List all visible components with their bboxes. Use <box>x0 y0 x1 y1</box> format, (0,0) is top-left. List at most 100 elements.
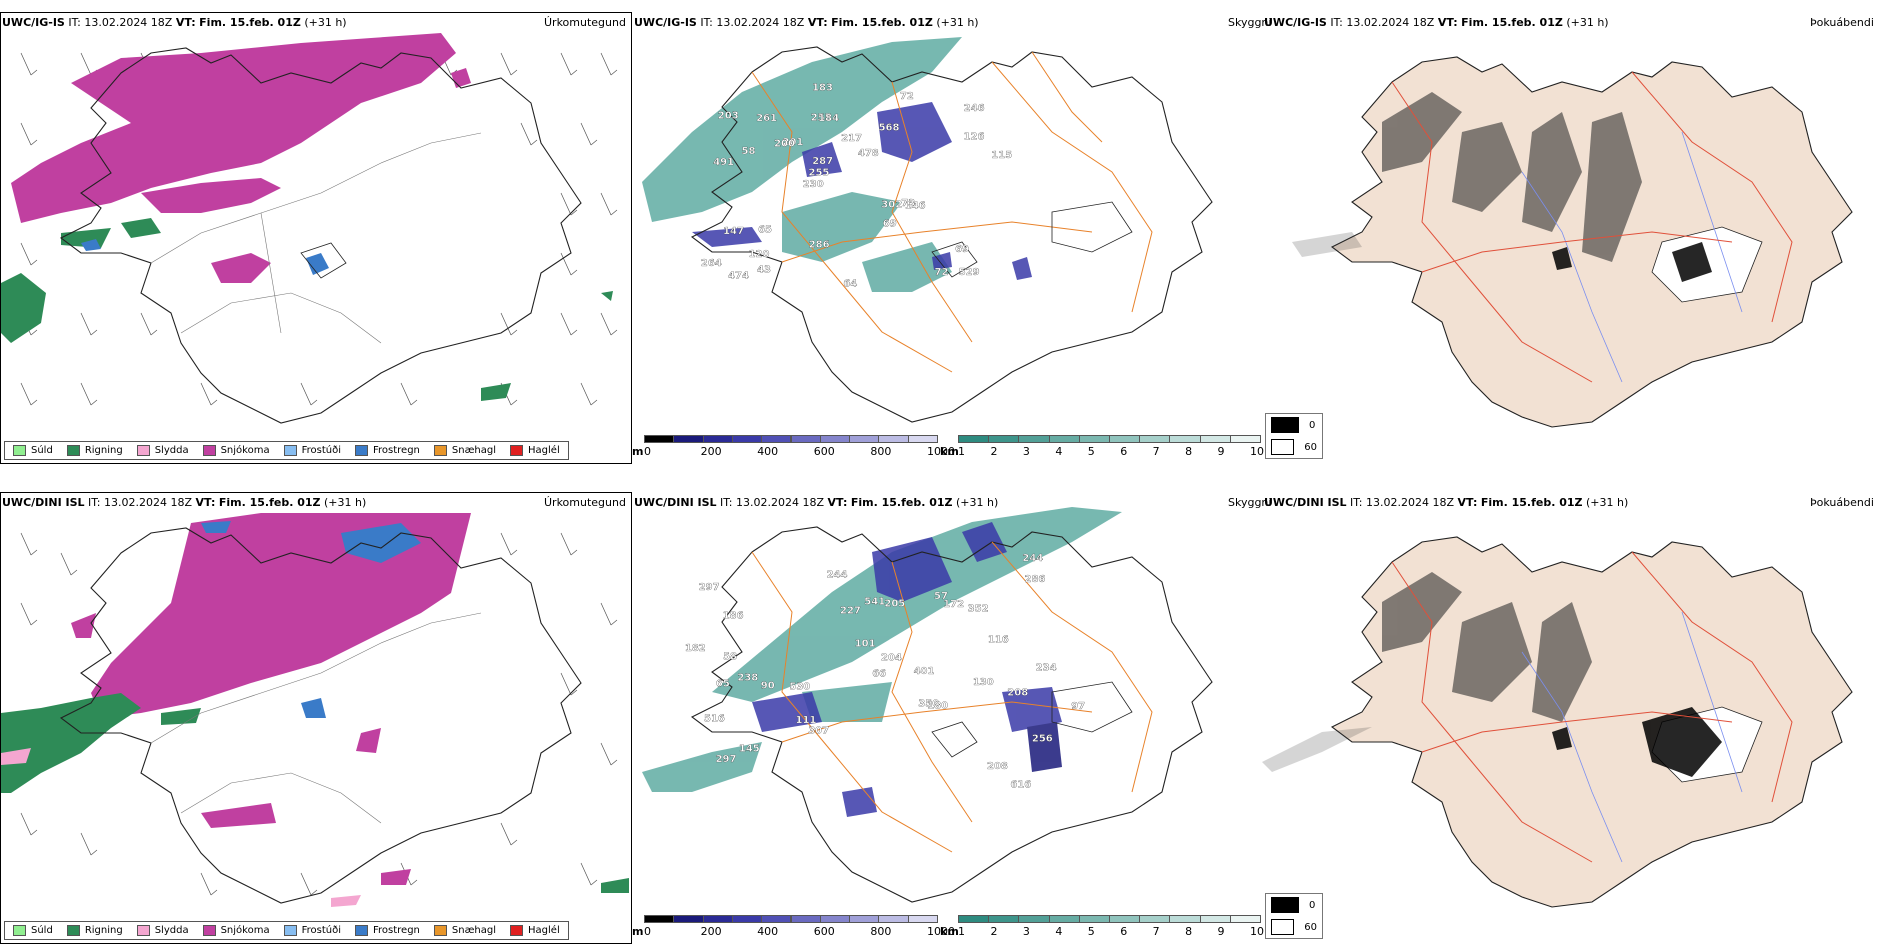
cloud-type-label: Skyggni <box>1228 16 1272 29</box>
colorbar-segment <box>702 435 733 443</box>
model-name: UWC/DINI ISL <box>2 496 85 509</box>
cloud-base-label: 208 <box>1007 687 1028 698</box>
colorbar-segment <box>1018 915 1050 923</box>
fog-shading <box>1262 572 1592 772</box>
lead-time: (+31 h) <box>956 496 999 509</box>
cloud-panel-top: 529 491 246 230 568 474 255 217 147 201 264 120 184 4… <box>632 12 1271 464</box>
cloud-base-label: 116 <box>988 634 1009 645</box>
cloud-base-colorbar: m 0 200 400 600 800 1000 <box>632 435 955 461</box>
legend-swatch <box>66 925 80 936</box>
legend-item-hail: Haglél <box>510 445 560 456</box>
colorbar-tick-label: 0 <box>644 445 651 458</box>
legend-item-rain: Rigning <box>66 445 123 456</box>
colorbar-unit: m <box>632 445 644 458</box>
legend-label: Frostregn <box>373 445 420 456</box>
cloud-base-label: 64 <box>843 279 857 290</box>
colorbar-segment <box>1078 915 1110 923</box>
colorbar-tick-label: 6 <box>1120 445 1128 458</box>
colorbar-segment <box>761 915 792 923</box>
cloud-base-label: 255 <box>809 168 830 179</box>
vt-value: Fim. 15.feb. 01Z <box>1480 496 1583 509</box>
colorbar-segment <box>790 915 821 923</box>
cloud-base-label: 350 <box>918 698 939 709</box>
cloud-base-label: 203 <box>718 111 739 122</box>
cloud-base-label: 307 <box>808 726 829 737</box>
lead-time: (+31 h) <box>936 16 979 29</box>
cloud-base-label: 183 <box>812 82 833 93</box>
it-label: IT: <box>1330 16 1343 29</box>
cloud-base-label: 256 <box>1032 734 1053 745</box>
model-name: UWC/DINI ISL <box>634 496 717 509</box>
cloud-base-label: 58 <box>723 652 737 663</box>
fog-legend: 0 60 <box>1265 413 1323 459</box>
cloud-base-label: 297 <box>716 754 737 765</box>
legend-label: Frostúði <box>301 445 341 456</box>
legend-swatch <box>136 445 150 456</box>
colorbar-tick-label: 1000 <box>927 925 955 938</box>
legend-swatch <box>283 925 297 936</box>
cloud-base-label: 352 <box>968 604 989 615</box>
colorbar-segment <box>849 915 880 923</box>
fog-legend-item: 0 <box>1266 414 1322 436</box>
legend-swatch <box>13 925 26 936</box>
cloud-base-label: 474 <box>728 271 749 282</box>
colorbar-segment <box>849 435 880 443</box>
colorbar-tick-label: 4 <box>1055 445 1063 458</box>
fog-legend-item: 60 <box>1266 916 1322 938</box>
cloud-base-label: 147 <box>723 226 744 237</box>
legend-swatch <box>510 445 524 456</box>
colorbar-tick-label: 8 <box>1185 925 1193 938</box>
precip-type-panel-top: UWC/IG-IS IT: 13.02.2024 18Z VT: Fim. 15… <box>0 12 632 464</box>
cloud-base-label: 97 <box>1071 701 1085 712</box>
cloud-base-label: 286 <box>809 240 830 251</box>
legend-item-drizzle: Súld <box>13 445 53 456</box>
fog-panel-title: UWC/IG-IS IT: 13.02.2024 18Z VT: Fim. 15… <box>1264 16 1609 29</box>
legend-item-rain: Rigning <box>66 925 123 936</box>
cloud-map: 616 238 350 297 256 186 145 530 352 541 172 208 307 2… <box>642 507 1213 903</box>
cloud-base-label: 264 <box>701 258 722 269</box>
cloud-panel-bottom: 616 238 350 297 256 186 145 530 352 541 172 208 307 2… <box>632 492 1271 944</box>
colorbar-tick-label: 800 <box>870 445 892 458</box>
vt-label: VT: <box>175 16 196 29</box>
cloud-base-label: 145 <box>739 743 760 754</box>
legend-swatch <box>355 445 368 456</box>
cloud-base-label: 126 <box>964 132 985 143</box>
cloud-base-label: 516 <box>704 713 725 724</box>
wind-barbs <box>20 532 618 896</box>
cloud-base-label: 69 <box>955 244 969 255</box>
vt-label: VT: <box>807 16 828 29</box>
cloud-base-label: 261 <box>756 113 777 124</box>
colorbar-tick-label: 600 <box>813 445 835 458</box>
legend-label: Rigning <box>84 445 123 456</box>
cloud-base-label: 172 <box>943 599 964 610</box>
cloud-map: 529 491 246 230 568 474 255 217 147 201 264 120 184 4… <box>642 37 1213 423</box>
colorbar-segment <box>702 915 733 923</box>
legend-item-freezing-drizzle: Frostúði <box>283 925 341 936</box>
colorbar-segment <box>1229 915 1261 923</box>
glacier-outline <box>300 242 347 279</box>
legend-label: 0 <box>1309 419 1316 431</box>
legend-label: Snæhagl <box>451 925 497 936</box>
precip-map-frame <box>0 12 632 464</box>
legend-swatch <box>66 445 80 456</box>
lead-time: (+31 h) <box>1566 16 1609 29</box>
legend-swatch <box>202 445 216 456</box>
cloud-base-label: 616 <box>1010 779 1031 790</box>
precip-type-panel-bottom: UWC/DINI ISL IT: 13.02.2024 18Z VT: Fim.… <box>0 492 632 944</box>
colorbar-tick-label: 10 <box>1250 445 1264 458</box>
colorbar-tick-label: 7 <box>1152 445 1160 458</box>
precip-type-map <box>1 33 618 424</box>
snow-areas <box>11 33 471 283</box>
colorbar-tick-label: 1 <box>958 925 965 938</box>
it-value: 13.02.2024 18Z <box>104 496 193 509</box>
roads <box>1391 551 1793 863</box>
cloud-base-label: 491 <box>713 157 734 168</box>
colorbar-tick-label: 3 <box>1022 925 1030 938</box>
roads <box>150 612 482 824</box>
colorbar-segment <box>644 435 675 443</box>
cloud-base-label: 115 <box>991 150 1012 161</box>
legend-item-snow-pellets: Snæhagl <box>433 925 497 936</box>
cloud-base-label: 186 <box>723 611 744 622</box>
cloud-base-labels: 616 238 350 297 256 186 145 530 352 541 172 208 307 2… <box>685 553 1086 791</box>
cloud-base-label: 130 <box>973 677 994 688</box>
